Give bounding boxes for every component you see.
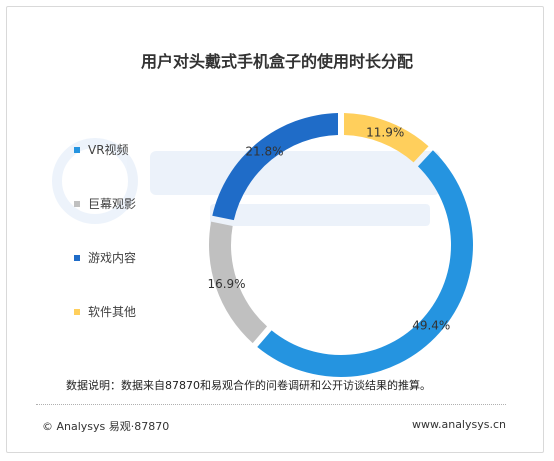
donut-slice-label-2: 21.8% [245,144,283,158]
data-note: 数据说明：数据来自87870和易观合作的问卷调研和公开访谈结果的推算。 [66,379,431,392]
legend-swatch [74,255,80,261]
chart-frame [6,6,544,453]
footer-divider [36,404,506,405]
legend-swatch [74,309,80,315]
donut-slice-0 [257,150,474,378]
donut-slice-3 [343,113,429,163]
donut-slice-label-3: 11.9% [366,125,404,139]
legend-swatch [74,147,80,153]
legend-label: 巨幕观影 [88,197,137,211]
legend-label: VR视频 [88,143,129,157]
donut-slice-label-0: 49.4% [412,319,450,333]
legend-swatch [74,201,80,207]
legend-label: 软件其他 [88,305,137,319]
donut-slice-1 [209,221,268,344]
legend-label: 游戏内容 [88,251,137,265]
chart-title: 用户对头戴式手机盒子的使用时长分配 [140,52,413,71]
footer-site: www.analysys.cn [412,418,506,431]
footer-copyright: © Analysys 易观·87870 [42,420,170,433]
donut-slice-label-1: 16.9% [207,277,245,291]
donut-slice-2 [212,113,339,221]
